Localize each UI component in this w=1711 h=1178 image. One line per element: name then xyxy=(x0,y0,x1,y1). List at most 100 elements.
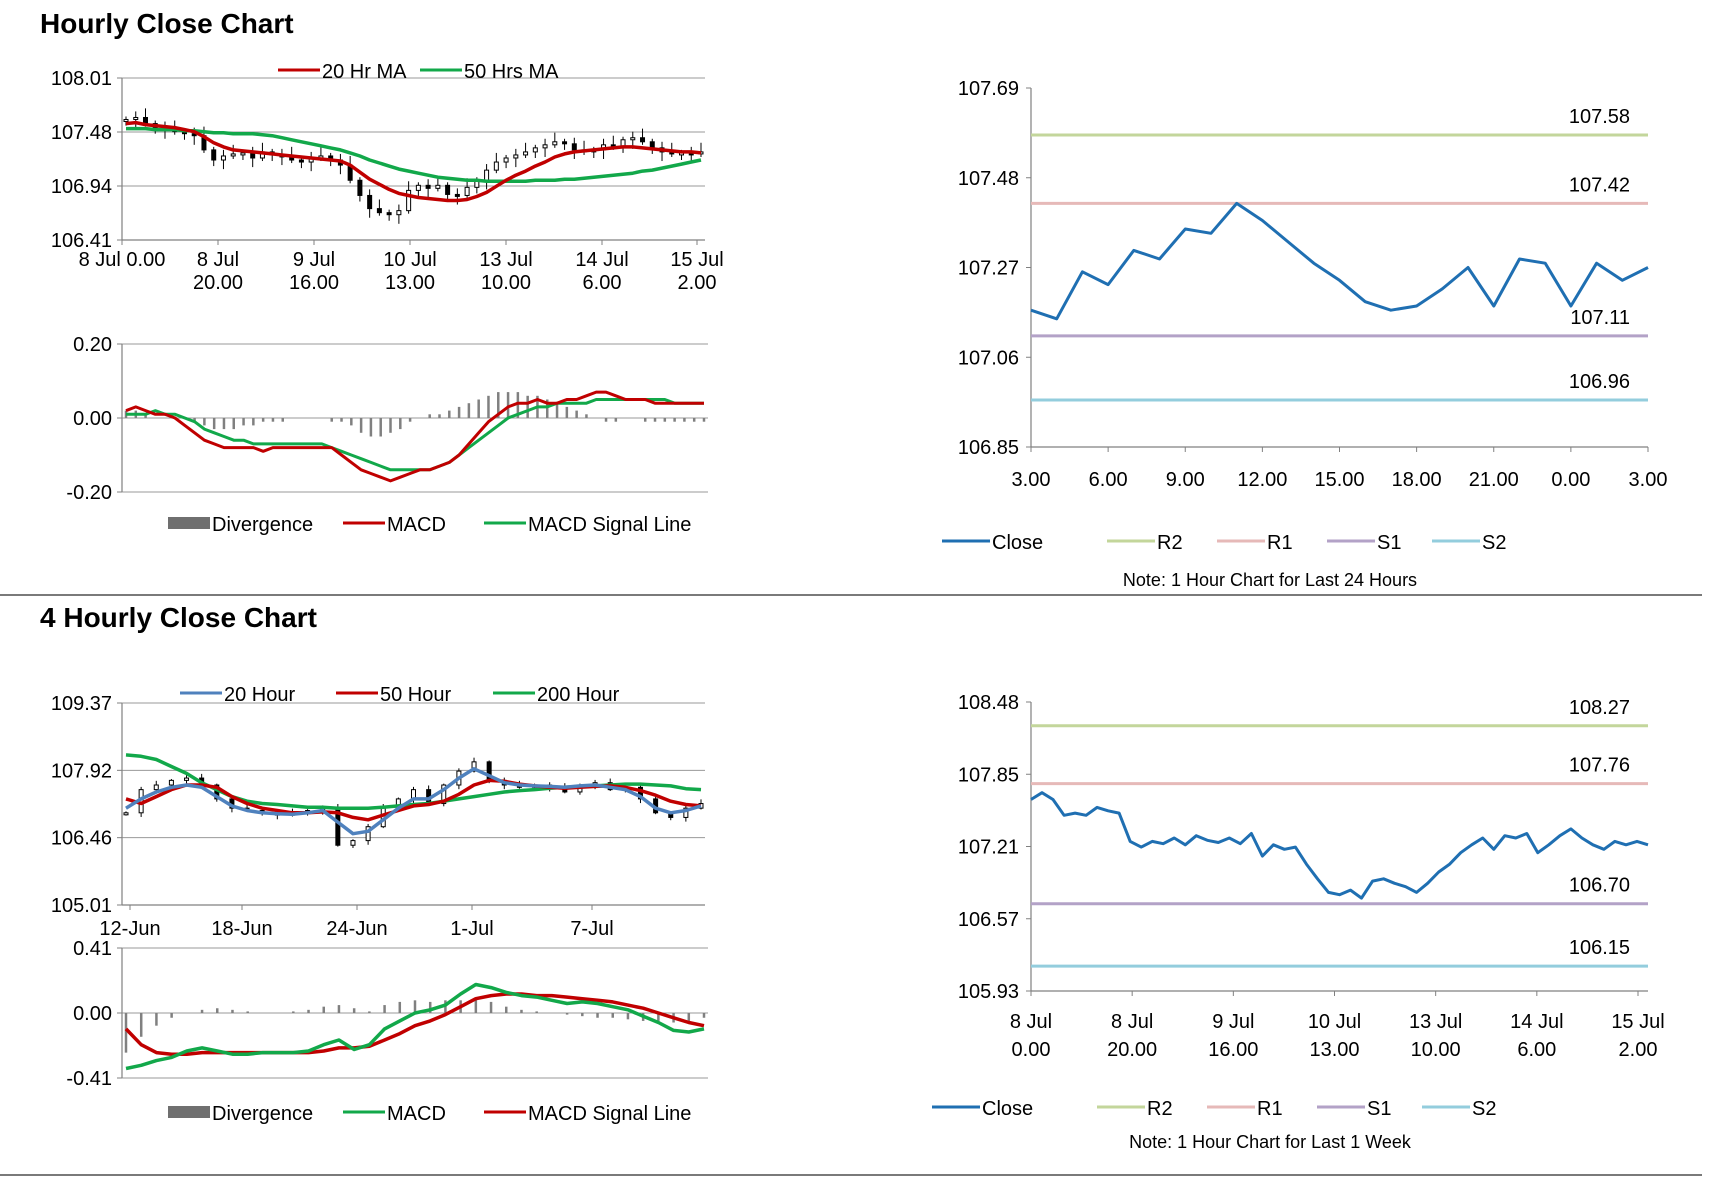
hp-xtick-label: 9 Jul xyxy=(293,249,335,271)
fm-legend-signal-label: MACD Signal Line xyxy=(528,1103,691,1125)
cw-xtick-label: 10 Jul xyxy=(1308,1011,1361,1033)
hp-xtick-label: 16.00 xyxy=(289,272,339,294)
fp-legend-50-label: 50 Hour xyxy=(380,684,451,706)
hp-candle-body xyxy=(230,153,236,157)
cw-xtick-label: 0.00 xyxy=(1012,1039,1051,1061)
hm-signal-line xyxy=(126,398,704,472)
c24-level-label: 106.96 xyxy=(1569,371,1630,393)
c24-xtick-label: 9.00 xyxy=(1166,469,1205,491)
four-hourly-macd-chart: 0.41 0.00 -0.41 Divergence MACD MACD Signal L… xyxy=(66,938,708,1125)
c24-xtick-label: 3.00 xyxy=(1629,469,1668,491)
fm-ytick-label: 0.00 xyxy=(73,1003,112,1025)
c24-close-line xyxy=(1030,201,1649,321)
section-title-4-hourly: 4 Hourly Close Chart xyxy=(40,602,317,633)
c24-xtick-label: 15.00 xyxy=(1314,469,1364,491)
fp-ytick-label: 107.92 xyxy=(51,760,112,782)
cw-xtick-label: 8 Jul xyxy=(1111,1011,1153,1033)
note-1w: Note: 1 Hour Chart for Last 1 Week xyxy=(1129,1132,1411,1152)
hp-xtick-label: 15 Jul xyxy=(670,249,723,271)
fp-candle-body xyxy=(168,779,174,786)
hp-candle-body xyxy=(503,157,509,163)
c24-legend-r1-label: R1 xyxy=(1267,532,1293,554)
hp-candle-body xyxy=(649,141,655,149)
c24-level-label: 107.58 xyxy=(1569,106,1630,128)
hp-candle-body xyxy=(406,189,412,212)
hp-candle-body xyxy=(562,141,568,145)
cw-legend-s1-label: S1 xyxy=(1367,1098,1391,1120)
c24-xtick-label: 3.00 xyxy=(1012,469,1051,491)
fp-candle-body xyxy=(184,777,190,781)
fp-candle-body xyxy=(441,784,447,805)
cw-legend-close-label: Close xyxy=(982,1098,1033,1120)
bottom-divider xyxy=(0,1174,1702,1176)
cw-level-label: 107.76 xyxy=(1569,755,1630,777)
hp-candle-body xyxy=(133,116,139,121)
cw-xtick-label: 8 Jul xyxy=(1010,1011,1052,1033)
hp-legend-ma20-label: 20 Hr MA xyxy=(322,61,407,83)
hp-candle-body xyxy=(367,194,373,210)
hp-candle-body xyxy=(552,141,558,146)
hp-candle-body xyxy=(425,184,431,189)
hp-candle-body xyxy=(484,169,490,181)
cw-xtick-label: 20.00 xyxy=(1107,1039,1157,1061)
fm-legend-macd-label: MACD xyxy=(387,1103,446,1125)
hp-candle-body xyxy=(571,143,577,151)
hp-xtick-label: 13.00 xyxy=(385,272,435,294)
cw-ytick-label: 108.48 xyxy=(958,692,1019,714)
cw-level-label: 106.70 xyxy=(1569,875,1630,897)
hp-ma20-line xyxy=(125,120,702,203)
c24-ytick-label: 107.69 xyxy=(958,78,1019,100)
hp-ytick-label: 106.94 xyxy=(51,176,112,198)
hp-candle-body xyxy=(523,151,529,156)
fp-xtick-label: 18-Jun xyxy=(211,918,272,940)
fp-legend-20-label: 20 Hour xyxy=(224,684,295,706)
hp-candle-body xyxy=(464,186,470,196)
cw-legend-s2-label: S2 xyxy=(1472,1098,1496,1120)
c24-xtick-label: 21.00 xyxy=(1469,469,1519,491)
fm-macd-line xyxy=(125,982,705,1071)
c24-level-label: 107.11 xyxy=(1570,307,1630,329)
cw-xtick-label: 13 Jul xyxy=(1409,1011,1462,1033)
hp-candle-body xyxy=(493,161,499,171)
cw-ytick-label: 107.85 xyxy=(958,764,1019,786)
fp-ma20-line xyxy=(125,767,702,836)
hourly-close-1w-chart: 108.48 107.85 107.21 106.57 105.93 108.27 107.… xyxy=(932,692,1665,1120)
hm-macd-line xyxy=(125,390,704,483)
hp-candle-body xyxy=(445,184,451,195)
section-title-hourly: Hourly Close Chart xyxy=(40,8,294,39)
cw-xtick-label: 15 Jul xyxy=(1611,1011,1664,1033)
fp-xtick-label: 24-Jun xyxy=(326,918,387,940)
c24-ytick-label: 107.27 xyxy=(958,258,1019,280)
hp-xtick-label: 8 Jul 0.00 xyxy=(79,249,166,271)
hourly-close-24h-chart: 107.69 107.48 107.27 107.06 106.85 107.58 107.… xyxy=(942,78,1668,554)
fp-ytick-label: 105.01 xyxy=(51,895,112,917)
c24-xtick-label: 6.00 xyxy=(1089,469,1128,491)
hp-candle-body xyxy=(630,137,636,141)
hp-xtick-label: 20.00 xyxy=(193,272,243,294)
hp-xtick-label: 10 Jul xyxy=(383,249,436,271)
c24-ytick-label: 107.06 xyxy=(958,347,1019,369)
hp-legend-ma50-label: 50 Hrs MA xyxy=(464,61,559,83)
fm-ytick-label: 0.41 xyxy=(73,938,112,960)
hp-candle-body xyxy=(542,144,548,149)
hp-ytick-label: 108.01 xyxy=(51,68,112,90)
hp-xtick-label: 8 Jul xyxy=(197,249,239,271)
c24-legend-s1-label: S1 xyxy=(1377,532,1401,554)
fp-candle-body xyxy=(637,786,643,800)
hm-legend-signal-label: MACD Signal Line xyxy=(528,514,691,536)
section-divider xyxy=(0,594,1702,596)
cw-xtick-label: 9 Jul xyxy=(1212,1011,1254,1033)
fm-legend-div-swatch xyxy=(168,1106,210,1118)
fp-candle-body xyxy=(123,812,129,816)
hp-xtick-label: 14 Jul xyxy=(575,249,628,271)
fm-ytick-label: -0.41 xyxy=(66,1068,112,1090)
hp-candle-body xyxy=(532,147,538,153)
cw-legend-r1-label: R1 xyxy=(1257,1098,1283,1120)
hp-ytick-label: 107.48 xyxy=(51,122,112,144)
hp-candle-body xyxy=(454,193,460,197)
c24-legend-r2-label: R2 xyxy=(1157,532,1183,554)
fp-candle-body xyxy=(683,807,689,818)
hm-legend-div-swatch xyxy=(168,517,210,529)
hp-xtick-label: 2.00 xyxy=(678,272,717,294)
